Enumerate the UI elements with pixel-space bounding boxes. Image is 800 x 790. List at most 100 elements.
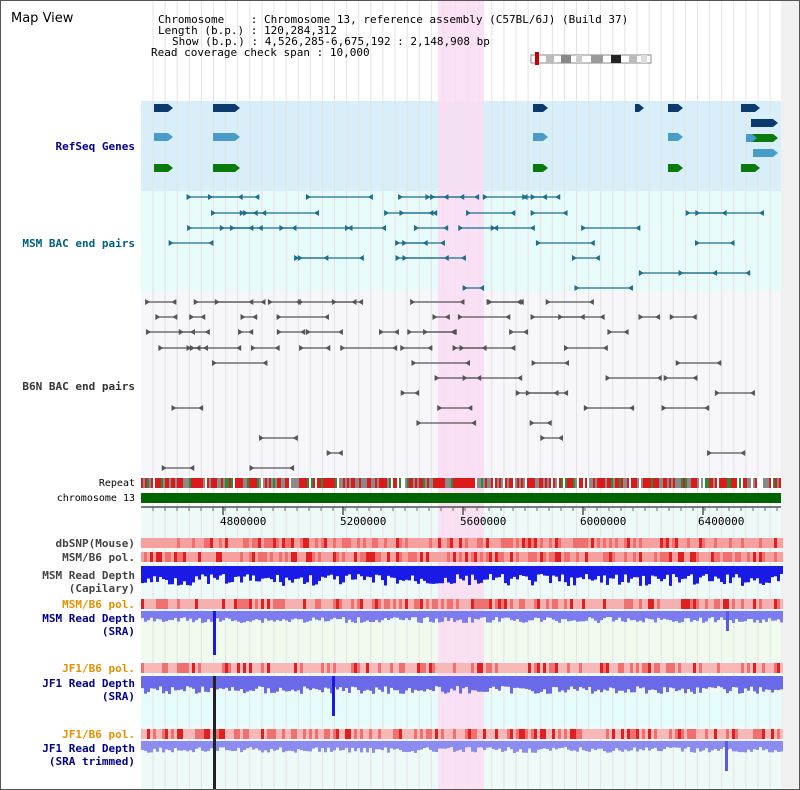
repeat-segment (215, 478, 217, 488)
track-label-msm-depth-capilary[interactable]: MSM Read Depth (42, 569, 135, 582)
polymorphism-stripe (288, 599, 291, 609)
ideogram-band (611, 55, 621, 63)
read-depth-bar (198, 611, 201, 619)
polymorphism-stripe (354, 538, 357, 548)
bac-end-marker (678, 270, 684, 276)
polymorphism-stripe (741, 552, 744, 562)
track-label-b6n-bac[interactable]: B6N BAC end pairs (22, 380, 135, 393)
polymorphism-stripe (441, 663, 444, 673)
read-depth-bar (492, 676, 495, 687)
bac-end-marker (525, 390, 531, 396)
polymorphism-stripe (315, 599, 318, 609)
track-label-jf1-b6-pol-2[interactable]: JF1/B6 pol. (62, 728, 135, 741)
track-label-msm-depth-sra[interactable]: MSM Read Depth (42, 612, 135, 625)
polymorphism-stripe (648, 599, 651, 609)
polymorphism-stripe (162, 552, 165, 562)
polymorphism-stripe (447, 663, 450, 673)
track-label-msm-b6-pol-2[interactable]: MSM/B6 pol. (62, 598, 135, 611)
repeat-segment (579, 478, 581, 488)
polymorphism-stripe (177, 538, 180, 548)
read-depth-bar (189, 741, 192, 751)
bac-end-marker (305, 329, 311, 335)
polymorphism-stripe (282, 552, 285, 562)
read-depth-bar (255, 611, 258, 620)
track-label-repeat[interactable]: Repeat (98, 478, 135, 489)
polymorphism-stripe (546, 552, 549, 562)
polymorphism-stripe (258, 552, 261, 562)
polymorphism-stripe (492, 663, 495, 673)
track-label-jf1-depth-trimmed[interactable]: JF1 Read Depth (42, 742, 135, 755)
polymorphism-stripe (480, 552, 483, 562)
polymorphism-stripe (399, 663, 402, 673)
polymorphism-stripe (396, 599, 399, 609)
read-depth-bar (168, 676, 171, 694)
bac-end-marker (602, 345, 608, 351)
repeat-segment (179, 478, 181, 488)
polymorphism-stripe (372, 538, 375, 548)
polymorphism-stripe (411, 663, 414, 673)
repeat-segment (543, 478, 545, 488)
bac-end-marker (467, 405, 473, 411)
bac-end-marker (168, 240, 174, 246)
read-depth-bar (666, 741, 669, 748)
bac-end-marker (474, 194, 480, 200)
repeat-segment (267, 478, 269, 488)
repeat-segment (683, 478, 685, 488)
read-depth-bar (537, 741, 540, 750)
repeat-segment (283, 478, 285, 488)
polymorphism-stripe (483, 729, 486, 739)
polymorphism-stripe (165, 663, 168, 673)
gene-feature (213, 164, 235, 172)
polymorphism-stripe (378, 599, 381, 609)
track-label-msm-b6-pol-1[interactable]: MSM/B6 pol. (62, 551, 135, 564)
polymorphism-stripe (513, 538, 516, 548)
repeat-segment (705, 478, 707, 488)
repeat-segment (173, 478, 175, 488)
read-depth-bar (780, 566, 783, 575)
read-depth-bar (729, 676, 732, 691)
bac-end-marker (260, 299, 266, 305)
polymorphism-stripe (339, 599, 342, 609)
polymorphism-stripe (657, 729, 660, 739)
polymorphism-stripe (522, 599, 525, 609)
read-depth-bar (651, 611, 654, 620)
read-depth-bar (711, 741, 714, 751)
track-label-dbsnp[interactable]: dbSNP(Mouse) (55, 537, 135, 550)
polymorphism-stripe (261, 729, 264, 739)
polymorphism-stripe (750, 729, 753, 739)
polymorphism-stripe (597, 729, 600, 739)
polymorphism-stripe (780, 599, 783, 609)
polymorphism-stripe (759, 599, 762, 609)
polymorphism-stripe (621, 599, 624, 609)
track-label-refseq[interactable]: RefSeq Genes (55, 140, 135, 153)
polymorphism-stripe (780, 538, 783, 548)
repeat-segment (653, 478, 655, 488)
read-depth-bar (474, 741, 477, 753)
repeat-segment (467, 478, 469, 488)
read-depth-bar (261, 611, 264, 623)
bac-end-marker (267, 299, 273, 305)
bac-end-marker (145, 299, 151, 305)
polymorphism-stripe (516, 552, 519, 562)
read-depth-bar (471, 676, 474, 691)
track-label-jf1-depth-sra[interactable]: JF1 Read Depth (42, 677, 135, 690)
polymorphism-stripe (147, 538, 150, 548)
track-label-msm-bac[interactable]: MSM BAC end pairs (22, 237, 135, 250)
read-depth-bar (351, 741, 354, 748)
polymorphism-stripe (624, 538, 627, 548)
read-depth-bar (747, 611, 750, 619)
read-depth-bar (327, 566, 330, 576)
polymorphism-stripe (192, 663, 195, 673)
polymorphism-stripe (735, 599, 738, 609)
repeat-segment (463, 478, 465, 488)
track-label-jf1-b6-pol-1[interactable]: JF1/B6 pol. (62, 662, 135, 675)
polymorphism-stripe (453, 552, 456, 562)
polymorphism-stripe (318, 599, 321, 609)
read-depth-bar (663, 611, 666, 619)
read-depth-bar (774, 676, 777, 690)
read-depth-bar (210, 741, 213, 749)
repeat-segment (291, 478, 293, 488)
polymorphism-stripe (213, 538, 216, 548)
polymorphism-stripe (258, 663, 261, 673)
